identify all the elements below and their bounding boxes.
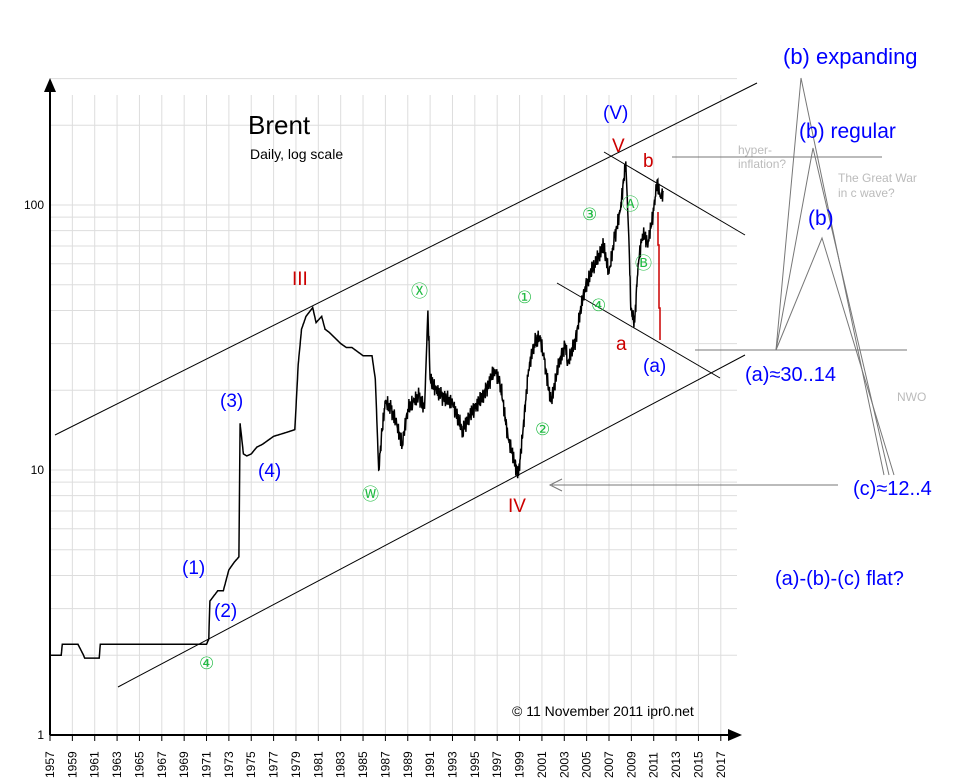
brent-price-line: [49, 161, 664, 659]
x-axis-arrow-icon: [728, 729, 742, 741]
b-path: [775, 236, 895, 476]
y-tick-labels: 1 10 100: [24, 198, 44, 742]
y-tick-label: 10: [31, 463, 45, 477]
x-tick-label: 1975: [244, 751, 258, 778]
chart-subtitle: Daily, log scale: [250, 146, 343, 162]
x-tick-label: 2009: [624, 751, 638, 778]
x-tick-label: 1985: [356, 751, 370, 778]
x-tick-label: 1969: [177, 751, 191, 778]
label-b-red: b: [643, 151, 654, 172]
y-tick-label: 100: [24, 198, 44, 212]
x-tick-label: 1967: [155, 751, 169, 778]
b-resistance-line: [603, 151, 746, 236]
x-tick-label: 1963: [110, 751, 124, 778]
note-nwo: NWO: [897, 390, 926, 404]
chart-title: Brent: [248, 110, 311, 140]
label-wave-V-blue: (V): [603, 103, 628, 124]
label-circled-4: ④: [591, 296, 606, 315]
label-circled-3: ③: [582, 205, 597, 224]
grid: [49, 78, 737, 736]
x-tick-label: 1977: [267, 751, 281, 778]
label-b-expanding: (b) expanding: [783, 44, 918, 69]
x-tick-label: 2013: [669, 751, 683, 778]
lower-channel-line: [117, 354, 746, 688]
x-tick-label: 1957: [43, 751, 57, 778]
label-circled-B: Ⓑ: [635, 254, 652, 273]
x-tick-label: 1971: [200, 751, 214, 778]
label-wave-2: (2): [214, 601, 237, 622]
x-tick-label: 2001: [535, 751, 549, 778]
channel-lines: [54, 82, 758, 688]
scenario-lines: [548, 77, 907, 492]
label-circled-X: Ⓧ: [411, 282, 428, 301]
label-a-red: a: [616, 334, 627, 355]
label-circled-A: Ⓐ: [622, 195, 639, 214]
note-hyper-2: inflation?: [738, 157, 786, 171]
x-tick-label: 1989: [401, 751, 415, 778]
x-tick-label: 2005: [580, 751, 594, 778]
axes: [44, 78, 742, 741]
x-tick-label: 1965: [132, 751, 146, 778]
label-a-target: (a)≈30..14: [745, 364, 836, 386]
x-tick-label: 1983: [334, 751, 348, 778]
label-circled-4-low: ④: [199, 654, 214, 673]
x-tick-label: 1987: [378, 751, 392, 778]
label-b-regular: (b) regular: [799, 120, 896, 143]
forecast-red-line: [657, 212, 661, 340]
x-tick-label: 1979: [289, 751, 303, 778]
upper-channel-line: [54, 82, 758, 436]
label-wave-V-red: V: [612, 136, 625, 157]
arrow-head-icon: [548, 478, 563, 492]
label-wave-IV: IV: [508, 496, 526, 517]
x-tick-label: 1993: [445, 751, 459, 778]
x-tick-label: 1959: [65, 751, 79, 778]
note-war-2: in c wave?: [838, 186, 895, 200]
label-c-target: (c)≈12..4: [853, 478, 932, 500]
label-wave-1: (1): [182, 558, 205, 579]
label-flat: (a)-(b)-(c) flat?: [775, 568, 904, 590]
x-tick-label: 1995: [468, 751, 482, 778]
x-tick-label: 1997: [490, 751, 504, 778]
b-regular-path: [775, 147, 890, 476]
x-tick-label: 1961: [88, 751, 102, 778]
y-tick-label: 1: [37, 728, 44, 742]
y-axis-arrow-icon: [44, 78, 56, 92]
x-tick-label: 1991: [423, 751, 437, 778]
label-wave-4: (4): [258, 461, 281, 482]
x-tick-label: 2007: [602, 751, 616, 778]
x-tick-label: 2011: [647, 752, 661, 778]
copyright-text: © 11 November 2011 ipr0.net: [512, 703, 694, 719]
note-hyper-1: hyper-: [738, 143, 772, 157]
x-tick-label: 2017: [714, 751, 728, 778]
label-wave-3: (3): [220, 391, 243, 412]
label-circled-1: ①: [517, 288, 532, 307]
label-wave-III: III: [292, 269, 308, 290]
x-tick-label: 2015: [691, 751, 705, 778]
label-circled-2: ②: [535, 420, 550, 439]
x-tick-label: 1981: [311, 751, 325, 778]
label-b: (b): [808, 207, 834, 230]
note-war-1: The Great War: [838, 171, 917, 185]
x-tick-label: 1973: [222, 751, 236, 778]
x-tick-label: 2003: [557, 751, 571, 778]
label-circled-W: Ⓦ: [362, 485, 379, 504]
x-tick-label: 1999: [513, 751, 527, 778]
x-tick-labels: 1957 1959 1961 1963 1965 1967 1969 1971 1973 1975…: [43, 735, 728, 778]
b-expanding-path: [775, 77, 885, 476]
label-a-blue: (a): [643, 356, 666, 377]
